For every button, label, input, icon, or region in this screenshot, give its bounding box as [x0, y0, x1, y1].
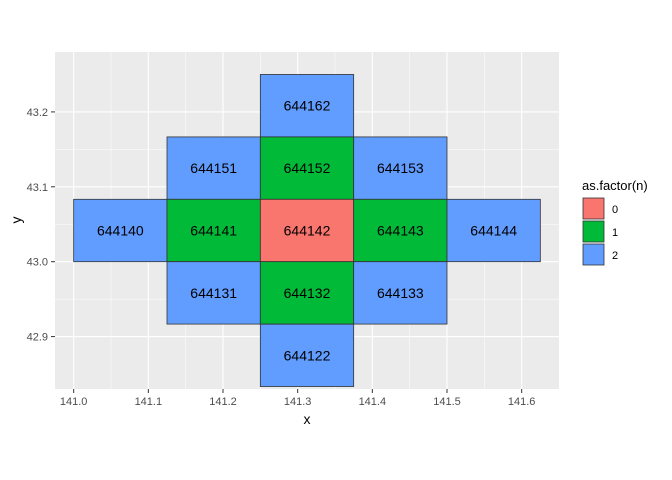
legend-label: 2	[612, 250, 618, 262]
tile	[259, 198, 355, 263]
y-tick-label: 43.1	[27, 182, 48, 194]
tile	[259, 261, 355, 325]
tiles	[73, 74, 541, 387]
tile-label: 644142	[284, 222, 331, 238]
tile-labels: 644162 644151 644152 644153 644140 644141 6441…	[97, 98, 517, 364]
x-tick-label: 141.2	[209, 396, 237, 408]
tile	[353, 261, 448, 325]
tile-label: 644151	[190, 160, 237, 176]
tile-label: 644143	[377, 222, 424, 238]
x-tick-label: 141.1	[135, 396, 163, 408]
tile-label: 644153	[377, 160, 424, 176]
tile	[446, 198, 541, 263]
legend-key	[582, 197, 605, 220]
y-axis-title: y	[8, 217, 24, 224]
tile-label: 644122	[284, 347, 331, 363]
tile	[166, 261, 261, 325]
x-axis-title: x	[304, 411, 311, 427]
tile	[259, 74, 355, 138]
legend-key	[582, 220, 605, 243]
x-axis-ticks: 141.0 141.1 141.2 141.3 141.4 141.5 141.6	[60, 389, 536, 408]
tile-label: 644132	[284, 285, 331, 301]
tile-label: 644144	[470, 222, 517, 238]
tile	[73, 198, 168, 263]
tile	[166, 198, 261, 263]
tile-label: 644140	[97, 222, 144, 238]
y-tick-label: 42.9	[27, 332, 48, 344]
legend-title: as.factor(n)	[582, 178, 648, 193]
x-tick-label: 141.4	[359, 396, 387, 408]
legend-label: 1	[612, 227, 618, 239]
tile	[166, 136, 261, 200]
legend-key	[582, 243, 605, 266]
x-tick-label: 141.0	[60, 396, 88, 408]
tile-label: 644131	[190, 285, 237, 301]
y-tick-label: 43.2	[27, 107, 48, 119]
x-tick-label: 141.5	[433, 396, 461, 408]
tile-label: 644141	[190, 222, 237, 238]
x-tick-label: 141.3	[284, 396, 312, 408]
tile	[353, 198, 448, 263]
x-tick-label: 141.6	[508, 396, 536, 408]
tile-label: 644162	[284, 98, 331, 114]
legend: as.factor(n) 0 1 2	[582, 178, 648, 266]
tile	[353, 136, 448, 200]
tile-label: 644133	[377, 285, 424, 301]
tile	[259, 136, 355, 200]
tile	[259, 323, 355, 387]
legend-label: 0	[612, 204, 618, 216]
y-axis-ticks: 42.9 43.0 43.1 43.2	[27, 107, 55, 344]
y-tick-label: 43.0	[27, 257, 48, 269]
tile-label: 644152	[284, 160, 331, 176]
